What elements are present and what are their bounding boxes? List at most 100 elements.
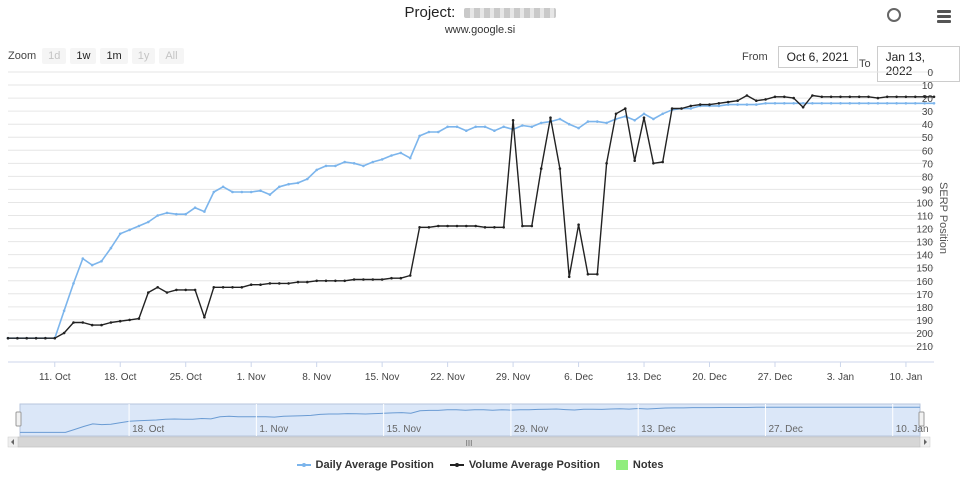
data-point: [474, 224, 478, 228]
data-point: [521, 124, 524, 127]
data-point: [371, 278, 375, 281]
data-point: [661, 160, 664, 164]
chart-subtitle: www.google.si: [444, 24, 516, 36]
data-point: [811, 102, 814, 105]
legend: Daily Average Position Volume Average Po…: [0, 459, 960, 471]
zoom-1w-button[interactable]: 1w: [70, 48, 97, 64]
data-point: [586, 272, 590, 276]
data-point: [352, 278, 356, 281]
data-point: [483, 226, 487, 229]
data-point: [137, 224, 141, 228]
data-point: [605, 162, 608, 165]
data-point: [380, 278, 384, 281]
y-tick-label: 100: [916, 198, 933, 209]
scrollbar-thumb[interactable]: [17, 436, 921, 448]
x-tick-label: 15. Nov: [365, 372, 399, 383]
data-point: [773, 102, 777, 105]
data-point: [586, 120, 590, 123]
scroll-left-arrow-icon[interactable]: [11, 439, 14, 445]
data-point: [923, 102, 926, 105]
data-point: [736, 103, 739, 106]
data-point: [306, 280, 309, 284]
data-point: [62, 331, 66, 335]
data-point: [474, 125, 478, 129]
data-point: [867, 102, 870, 105]
data-point: [511, 119, 515, 122]
x-tick-label: 25. Oct: [170, 372, 202, 383]
navigator-left-handle[interactable]: [15, 411, 22, 427]
zoom-all-button[interactable]: All: [159, 48, 184, 64]
hamburger-menu-icon[interactable]: [937, 10, 951, 23]
data-point: [324, 164, 328, 168]
y-tick-label: 70: [922, 159, 934, 170]
date-range-to: To Jan 13, 2022: [859, 46, 960, 82]
data-point: [240, 286, 244, 289]
data-point: [885, 102, 889, 105]
navigator-tick-label: 1. Nov: [259, 424, 288, 435]
y-tick-label: 150: [916, 264, 933, 275]
zoom-1y-button[interactable]: 1y: [131, 48, 156, 64]
data-point: [193, 288, 197, 292]
zoom-1d-button[interactable]: 1d: [42, 48, 67, 64]
data-point: [203, 210, 206, 213]
y-tick-label: 10: [922, 81, 934, 92]
data-point: [567, 122, 571, 126]
data-point: [100, 259, 103, 263]
data-point: [165, 291, 169, 294]
chart-title: Project:: [0, 4, 960, 21]
data-point: [829, 102, 833, 105]
data-point: [408, 156, 412, 160]
navigator-tick-label: 27. Dec: [768, 424, 802, 435]
data-point: [362, 164, 365, 168]
x-tick-label: 18. Oct: [104, 372, 136, 383]
data-point: [334, 164, 337, 168]
data-point: [689, 104, 693, 108]
navigator-right-handle[interactable]: [918, 411, 925, 427]
navigator-tick-label: 29. Nov: [514, 424, 548, 435]
data-point: [128, 228, 131, 232]
data-point: [483, 125, 487, 129]
scroll-right-arrow-icon[interactable]: [924, 439, 927, 445]
data-point: [839, 102, 842, 105]
data-point: [249, 283, 253, 287]
x-tick-label: 27. Dec: [758, 372, 792, 383]
y-tick-label: 140: [916, 251, 933, 262]
data-point: [876, 96, 880, 100]
data-point: [34, 336, 38, 340]
circle-icon[interactable]: [887, 8, 901, 22]
legend-notes-label: Notes: [632, 459, 664, 471]
legend-item-notes[interactable]: Notes: [615, 459, 664, 471]
data-point: [221, 286, 225, 289]
data-point: [652, 162, 655, 165]
x-tick-label: 8. Nov: [302, 372, 331, 383]
data-point: [549, 116, 552, 119]
data-point: [745, 94, 749, 97]
data-point: [437, 130, 440, 134]
data-point: [109, 321, 113, 324]
data-point: [792, 102, 795, 105]
data-point: [268, 193, 272, 196]
zoom-1m-button[interactable]: 1m: [100, 48, 128, 64]
from-date-input[interactable]: Oct 6, 2021: [777, 46, 858, 68]
legend-item-daily-average[interactable]: Daily Average Position: [296, 459, 434, 471]
data-point: [343, 160, 347, 164]
data-point: [839, 95, 842, 99]
data-point: [240, 190, 244, 194]
data-point: [783, 95, 786, 99]
data-point: [231, 286, 234, 289]
data-point: [736, 99, 739, 102]
x-tick-label: 22. Nov: [430, 372, 464, 383]
x-tick-label: 6. Dec: [564, 372, 593, 383]
legend-item-volume-average[interactable]: Volume Average Position: [449, 459, 600, 471]
data-point: [558, 117, 562, 121]
data-point: [605, 121, 608, 125]
grid-lines: [8, 71, 934, 347]
to-date-input[interactable]: Jan 13, 2022: [876, 46, 960, 82]
data-point: [923, 95, 926, 99]
navigator-window[interactable]: [19, 403, 921, 437]
data-point: [81, 257, 85, 260]
data-point: [914, 102, 917, 105]
data-point: [90, 323, 94, 327]
from-label: From: [742, 51, 768, 63]
